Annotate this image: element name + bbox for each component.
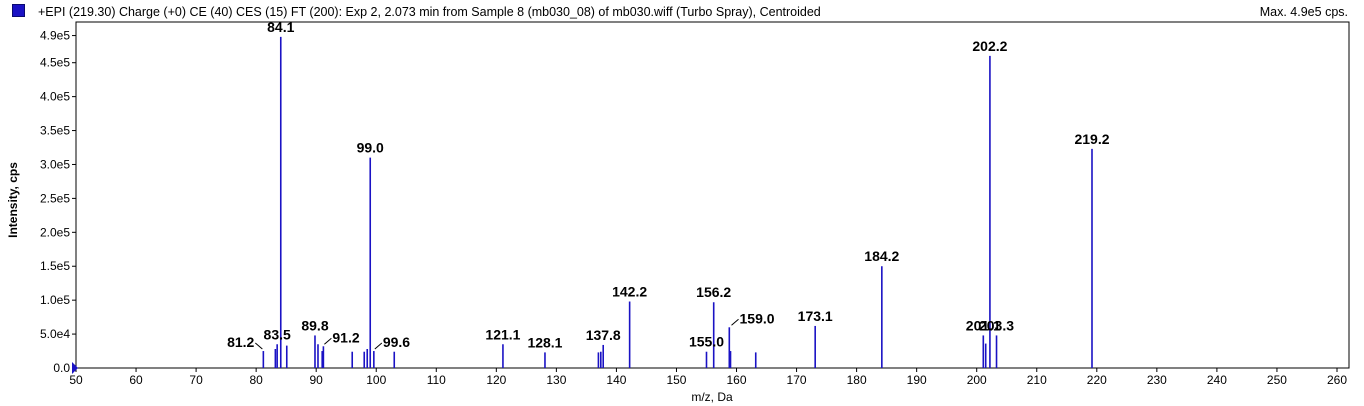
peak-label: 159.0 bbox=[740, 310, 775, 326]
peak-label: 84.1 bbox=[267, 19, 294, 35]
x-tick-label: 50 bbox=[69, 373, 83, 387]
x-tick-label: 180 bbox=[847, 373, 867, 387]
peak-label: 184.2 bbox=[864, 248, 899, 264]
y-tick-label: 0.0 bbox=[53, 361, 70, 375]
label-leader-line bbox=[374, 342, 383, 350]
peak-label: 99.0 bbox=[357, 140, 384, 156]
peak-label: 173.1 bbox=[798, 308, 833, 324]
label-leader-line bbox=[255, 342, 263, 350]
y-tick-label: 1.0e5 bbox=[40, 293, 70, 307]
label-leader-line bbox=[324, 337, 332, 345]
x-tick-label: 160 bbox=[727, 373, 747, 387]
x-origin-marker-icon bbox=[72, 362, 78, 374]
y-tick-label: 4.0e5 bbox=[40, 90, 70, 104]
x-tick-label: 260 bbox=[1327, 373, 1347, 387]
peak-label: 83.5 bbox=[264, 326, 291, 342]
peak-label: 137.8 bbox=[586, 327, 621, 343]
x-tick-label: 210 bbox=[1027, 373, 1047, 387]
spectrum-title: +EPI (219.30) Charge (+0) CE (40) CES (1… bbox=[38, 5, 821, 19]
x-tick-label: 100 bbox=[366, 373, 386, 387]
x-tick-label: 110 bbox=[427, 373, 446, 387]
y-tick-label: 4.5e5 bbox=[40, 56, 70, 70]
peak-label: 201.1 bbox=[966, 317, 1001, 333]
peak-label: 142.2 bbox=[612, 284, 647, 300]
y-axis-label: Intensity, cps bbox=[6, 162, 20, 238]
peak-label: 155.0 bbox=[689, 334, 724, 350]
x-tick-label: 90 bbox=[310, 373, 324, 387]
peak-label: 219.2 bbox=[1074, 131, 1109, 147]
peak-bars bbox=[262, 36, 1093, 368]
x-axis-label: m/z, Da bbox=[691, 390, 733, 404]
x-tick-label: 200 bbox=[967, 373, 987, 387]
peak-label: 91.2 bbox=[332, 329, 359, 345]
y-tick-label: 2.5e5 bbox=[40, 191, 70, 205]
peak-labels: 84.1 99.0 202.2 219.2 184.2 142.2 156.2 173.1 12… bbox=[227, 19, 1110, 350]
peak-label: 81.2 bbox=[227, 334, 254, 350]
x-tick-label: 70 bbox=[189, 373, 203, 387]
x-tick-label: 240 bbox=[1207, 373, 1227, 387]
x-tick-label: 150 bbox=[666, 373, 686, 387]
peak-label: 156.2 bbox=[696, 284, 731, 300]
x-tick-label: 230 bbox=[1147, 373, 1167, 387]
y-tick-label: 3.5e5 bbox=[40, 124, 70, 138]
peak-label: 121.1 bbox=[485, 326, 520, 342]
x-tick-label: 170 bbox=[787, 373, 807, 387]
y-tick-label: 3.0e5 bbox=[40, 157, 70, 171]
peak-label: 203.3 bbox=[979, 317, 1014, 333]
y-tick-label: 4.9e5 bbox=[40, 29, 70, 43]
peak-label: 128.1 bbox=[527, 334, 562, 350]
peak-label: 202.2 bbox=[972, 38, 1007, 54]
x-tick-label: 130 bbox=[546, 373, 566, 387]
x-tick-label: 140 bbox=[606, 373, 626, 387]
y-tick-label: 5.0e4 bbox=[40, 327, 70, 341]
x-tick-label: 250 bbox=[1267, 373, 1287, 387]
x-tick-label: 220 bbox=[1087, 373, 1107, 387]
y-tick-label: 1.5e5 bbox=[40, 259, 70, 273]
label-leader-line bbox=[731, 318, 739, 326]
plot-frame bbox=[75, 21, 1350, 369]
max-intensity-readout: Max. 4.9e5 cps. bbox=[1259, 5, 1348, 19]
series-swatch-icon bbox=[12, 4, 25, 17]
x-tick-label: 80 bbox=[249, 373, 263, 387]
x-tick-label: 190 bbox=[907, 373, 927, 387]
axis-ticks: 50 60 70 80 90 100 110 120 130 140 150 160 170 180 190… bbox=[40, 29, 1347, 387]
peak-label: 89.8 bbox=[301, 317, 328, 333]
peak-label: 99.6 bbox=[383, 334, 410, 350]
x-tick-label: 120 bbox=[486, 373, 506, 387]
spectrum-header: +EPI (219.30) Charge (+0) CE (40) CES (1… bbox=[0, 0, 1364, 26]
y-tick-label: 2.0e5 bbox=[40, 225, 70, 239]
x-tick-label: 60 bbox=[129, 373, 143, 387]
